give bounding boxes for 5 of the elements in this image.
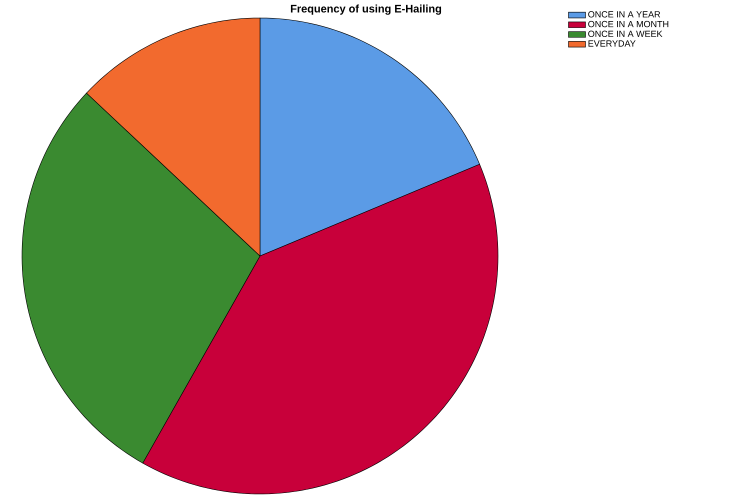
legend-label: ONCE IN A MONTH <box>588 20 668 28</box>
chart-title: Frequency of using E-Hailing <box>290 4 442 15</box>
legend-label: EVERYDAY <box>588 40 636 47</box>
legend-label: ONCE IN A YEAR <box>588 11 660 18</box>
legend-label: ONCE IN A WEEK <box>588 30 662 38</box>
